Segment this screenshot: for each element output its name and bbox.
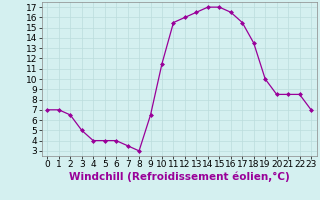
X-axis label: Windchill (Refroidissement éolien,°C): Windchill (Refroidissement éolien,°C) <box>69 172 290 182</box>
